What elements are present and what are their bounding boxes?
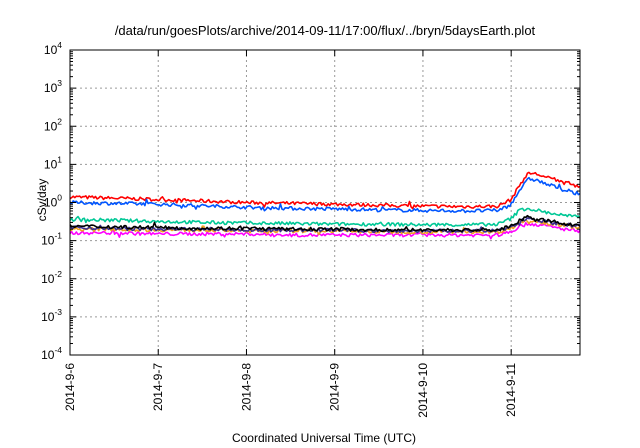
y-tick-label: 104 xyxy=(44,40,62,57)
y-tick-exponent: -2 xyxy=(54,269,62,279)
series-line-0 xyxy=(69,171,581,210)
x-tick-label: 2014-9-6 xyxy=(63,363,77,411)
y-tick-exponent: 4 xyxy=(57,40,62,50)
ticks xyxy=(69,49,580,356)
y-tick-label: 10-3 xyxy=(41,307,62,324)
y-tick-label: 102 xyxy=(44,116,62,133)
y-tick-exponent: 1 xyxy=(57,154,62,164)
y-tick-exponent: 3 xyxy=(57,78,62,88)
y-tick-label: 10-4 xyxy=(41,345,62,362)
y-tick-exponent: 2 xyxy=(57,116,62,126)
series-group xyxy=(69,171,581,240)
y-tick-base: 10 xyxy=(44,81,58,95)
x-tick-label: 2014-9-10 xyxy=(416,363,430,418)
x-tick-labels: 2014-9-6 2014-9-7 2014-9-8 2014-9-9 2014-9-1… xyxy=(63,363,518,418)
chart-title: /data/run/goesPlots/archive/2014-09-11/1… xyxy=(115,23,536,38)
y-tick-label: 100 xyxy=(44,193,62,210)
x-tick-label: 2014-9-11 xyxy=(504,363,518,417)
series-line-3 xyxy=(69,221,581,240)
series-line-1 xyxy=(69,176,581,214)
y-tick-base: 10 xyxy=(44,196,58,210)
x-tick-label: 2014-9-9 xyxy=(328,363,342,411)
series-line-2 xyxy=(69,207,581,228)
x-axis-title: Coordinated Universal Time (UTC) xyxy=(232,431,416,445)
grid xyxy=(70,50,580,355)
x-tick-label: 2014-9-7 xyxy=(151,363,165,411)
y-tick-exponent: -3 xyxy=(54,307,62,317)
y-tick-base: 10 xyxy=(41,310,55,324)
x-tick-label: 2014-9-8 xyxy=(239,363,253,411)
y-tick-base: 10 xyxy=(44,157,58,171)
y-tick-base: 10 xyxy=(44,43,58,57)
y-tick-label: 10-1 xyxy=(41,231,62,248)
y-tick-exponent: -4 xyxy=(54,345,62,355)
y-tick-base: 10 xyxy=(41,272,55,286)
y-tick-exponent: -1 xyxy=(54,231,62,241)
series-line-6 xyxy=(69,214,581,233)
y-axis-title: cSv/day xyxy=(35,179,49,222)
y-tick-label: 103 xyxy=(44,78,62,95)
y-tick-exponent: 0 xyxy=(57,193,62,203)
y-tick-base: 10 xyxy=(41,234,55,248)
y-tick-label: 10-2 xyxy=(41,269,62,286)
y-tick-base: 10 xyxy=(41,348,55,362)
y-tick-label: 101 xyxy=(44,154,62,171)
y-tick-base: 10 xyxy=(44,119,58,133)
